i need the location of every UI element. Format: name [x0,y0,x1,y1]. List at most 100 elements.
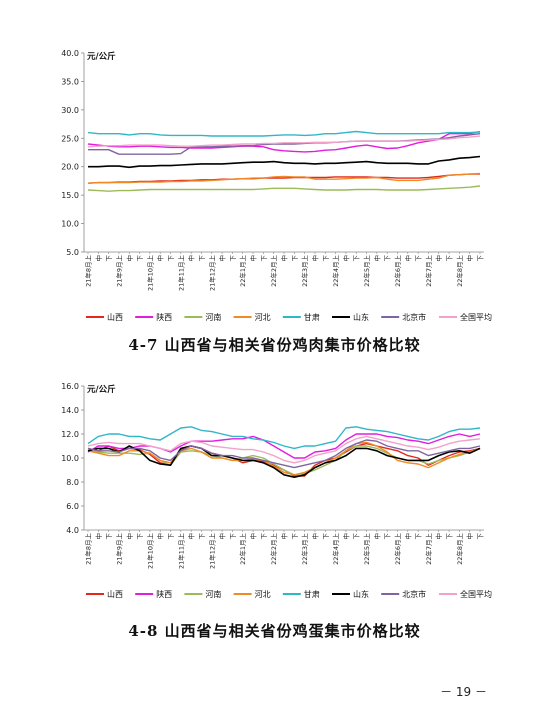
legend-label: 陕西 [156,589,172,599]
x-tick-label: 下 [446,255,454,262]
unit-label: 元/公斤 [87,384,116,395]
legend-label: 河北 [255,589,271,599]
legend: 山西 陕西 河南 河北 甘肃 山东 北京市 全国平均 [86,589,492,599]
series-line [87,130,481,137]
x-tick-label: 22年3月上 [300,255,309,287]
x-tick-label: 下 [167,255,175,262]
x-tick-label: 中 [465,533,474,540]
x-tick-label: 中 [94,255,103,262]
legend-label: 山东 [353,589,369,599]
series-line [87,445,481,478]
x-tick-label: 下 [229,255,237,262]
legend-label: 全国平均 [460,589,492,599]
x-tick-label: 下 [229,533,237,540]
x-tick-label: 下 [322,533,330,540]
x-tick-label: 中 [434,255,443,262]
series-line [88,155,481,169]
series-line [87,185,481,192]
x-tick-label: 中 [372,533,381,540]
x-tick-label: 下 [136,255,144,262]
x-tick-label: 22年5月上 [362,255,371,287]
legend-label: 河南 [205,312,221,322]
series-line [87,173,480,184]
x-tick-label: 中 [187,255,196,262]
x-tick-label: 下 [291,533,299,540]
series-line [87,130,481,153]
x-tick-label: 21年10月上 [145,255,154,292]
y-tick-label: 35.0 [61,77,79,86]
chicken-meat-chart-svg: 元/公斤 5.0 10.0 15.0 20.0 25.0 30.0 35.0 40.0 21年8月… [61,49,492,322]
x-tick-label: 中 [94,533,103,540]
x-tick-label: 中 [218,533,227,540]
unit-label: 元/公斤 [87,51,116,62]
y-tick-label: 16.0 [61,382,79,391]
legend-label: 山东 [353,312,369,322]
chicken-meat-chart: 元/公斤 5.0 10.0 15.0 20.0 25.0 30.0 35.0 40.0 21年8月… [0,40,549,334]
y-tick-label: 40.0 [61,49,79,58]
x-tick-label: 22年7月上 [424,255,433,287]
y-tick-label: 15.0 [61,191,79,200]
y-tick-label: 8.0 [66,478,79,487]
x-tick-label: 中 [403,533,412,540]
y-tick-label: 20.0 [61,163,79,172]
x-tick-label: 中 [187,533,196,540]
series-line [87,172,481,184]
x-tick-label: 22年7月上 [424,533,433,565]
legend-label: 山西 [107,312,123,322]
y-tick-label: 10.0 [61,454,79,463]
x-tick-label: 下 [105,533,113,540]
y-tick-label: 4.0 [66,526,79,535]
x-tick-label: 中 [280,533,289,540]
egg-chart: 元/公斤 4.0 6.0 8.0 10.0 12.0 14.0 16.0 21年8月上中下 21年… [0,370,549,619]
x-tick-label: 中 [310,255,319,262]
chicken-meat-chart-caption: 4-7 山西省与相关省份鸡肉集市价格比较 [128,336,421,354]
x-tick-label: 下 [477,255,485,262]
series-line [87,426,481,450]
x-tick-label: 中 [156,533,165,540]
x-tick-label: 中 [218,255,227,262]
series-line [87,439,481,469]
x-tick-label: 22年4月上 [331,533,340,565]
legend-label: 河南 [205,589,221,599]
x-tick-label: 22年8月上 [455,533,464,565]
x-tick-label: 中 [465,255,474,262]
x-tick-label: 下 [260,255,268,262]
x-tick-label: 21年11月上 [176,533,185,570]
x-tick-label: 中 [125,255,134,262]
x-tick-label: 中 [249,533,258,540]
x-tick-label: 下 [198,255,206,262]
x-tick-label: 中 [156,255,165,262]
x-tick-label: 21年8月上 [84,255,93,287]
legend-label: 甘肃 [304,589,320,599]
x-tick-label: 22年6月上 [393,255,402,287]
x-tick-label: 下 [384,255,392,262]
page-number: － 19 － [440,685,487,699]
legend-label: 全国平均 [460,312,492,322]
legend-label: 山西 [107,589,123,599]
x-tick-label: 22年5月上 [362,533,371,565]
x-tick-label: 下 [291,255,299,262]
x-tick-label: 21年10月上 [145,533,154,570]
series-line [87,441,481,476]
y-tick-label: 14.0 [61,406,79,415]
x-tick-label: 下 [384,533,392,540]
x-tick-label: 中 [341,255,350,262]
egg-chart-svg: 元/公斤4.06.08.010.012.014.016.021年8月上中下 21年… [61,382,492,599]
x-tick-label: 中 [403,255,412,262]
x-tick-label: 下 [353,255,361,262]
legend-label: 北京市 [402,312,426,322]
legend-label: 甘肃 [304,312,320,322]
x-tick-label: 22年8月上 [455,255,464,287]
x-tick-label: 下 [198,533,206,540]
legend-label: 河北 [255,312,271,322]
x-tick-label: 22年2月上 [269,255,278,287]
y-tick-label: 10.0 [61,220,79,229]
legend-label: 北京市 [402,589,426,599]
x-tick-label: 下 [415,255,423,262]
x-tick-label: 中 [249,255,258,262]
egg-chart-caption: 4-8 山西省与相关省份鸡蛋集市价格比较 [128,622,421,640]
y-tick-label: 25.0 [61,134,79,143]
y-tick-label: 30.0 [61,106,79,115]
x-tick-label: 21年11月上 [176,255,185,292]
x-tick-label: 22年4月上 [331,255,340,287]
